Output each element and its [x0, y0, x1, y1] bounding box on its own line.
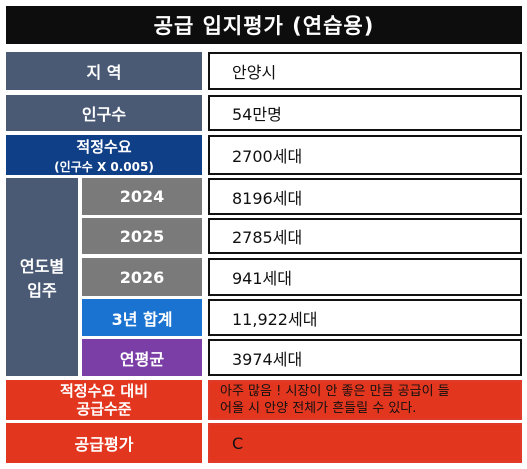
supply-level-value-line2: 어올 시 안양 전체가 흔들릴 수 있다. [220, 401, 417, 416]
year-2024-value: 8196세대 [208, 178, 522, 215]
three-year-total-value: 11,922세대 [208, 299, 522, 336]
supply-level-value-cell: 아주 많음 ! 시장이 안 좋은 만큼 공급이 들 어올 시 안양 전체가 흔들… [208, 380, 522, 420]
yearly-label-cell: 연도별 입주 [6, 178, 78, 376]
supply-level-label-line2: 공급수준 [76, 400, 132, 418]
three-year-total-label: 3년 합계 [82, 299, 202, 336]
supply-level-label-line1: 적정수요 대비 [59, 382, 149, 400]
supply-level-value-line1: 아주 많음 ! 시장이 안 좋은 만큼 공급이 들 [220, 384, 450, 399]
year-2025-label: 2025 [82, 218, 202, 254]
annual-average-label: 연평균 [82, 339, 202, 376]
population-value: 54만명 [208, 95, 522, 131]
proper-demand-label-cell: 적정수요 (인구수 X 0.005) [6, 135, 202, 175]
yearly-label-line2: 입주 [27, 281, 57, 300]
proper-demand-formula: (인구수 X 0.005) [54, 159, 154, 174]
year-2026-label: 2026 [82, 258, 202, 296]
population-label: 인구수 [6, 95, 202, 131]
year-2026-value: 941세대 [208, 258, 522, 296]
year-2024-label: 2024 [82, 178, 202, 215]
region-value: 안양시 [208, 52, 522, 90]
annual-average-value: 3974세대 [208, 339, 522, 376]
proper-demand-value: 2700세대 [208, 135, 522, 175]
supply-level-label-cell: 적정수요 대비 공급수준 [6, 380, 202, 420]
year-2025-value: 2785세대 [208, 218, 522, 254]
supply-rating-value: C [208, 423, 522, 463]
region-label: 지 역 [6, 52, 202, 90]
yearly-label-line1: 연도별 [19, 257, 65, 276]
supply-rating-label: 공급평가 [6, 423, 202, 463]
proper-demand-label: 적정수요 [76, 137, 132, 156]
page-title: 공급 입지평가 (연습용) [6, 6, 522, 44]
